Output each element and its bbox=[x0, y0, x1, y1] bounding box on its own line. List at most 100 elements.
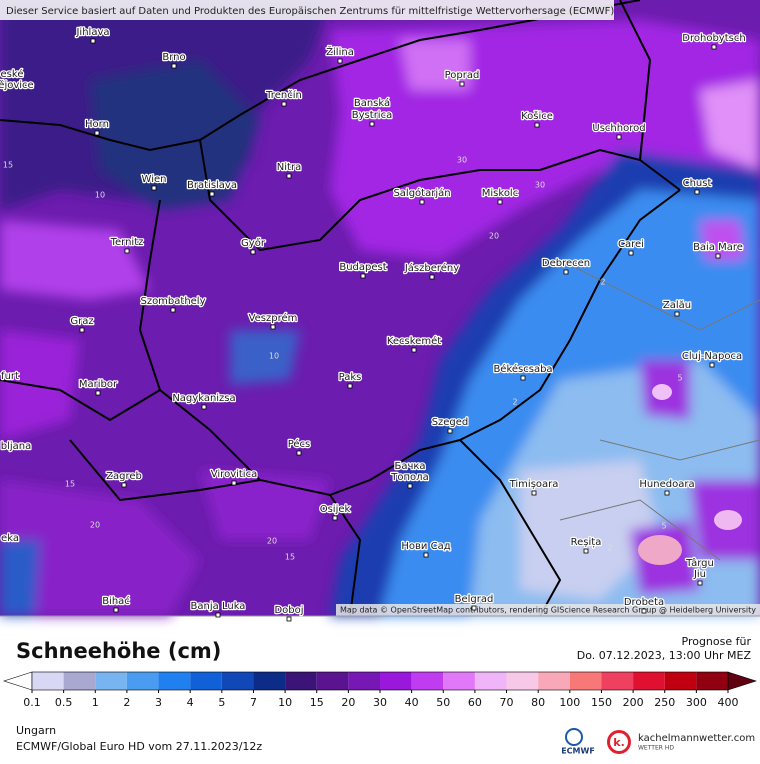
city-marker bbox=[711, 44, 717, 50]
city-label: Paks bbox=[339, 372, 362, 383]
contour-label: 2 bbox=[607, 544, 612, 553]
contour-label: 15 bbox=[3, 161, 13, 170]
colorbar-tick-label: 40 bbox=[405, 696, 419, 709]
city-label: Drobeta bbox=[624, 597, 664, 608]
colorbar-tick-label: 300 bbox=[686, 696, 707, 709]
colorbar-tick-label: 80 bbox=[531, 696, 545, 709]
forecast-time: Do. 07.12.2023, 13:00 Uhr MEZ bbox=[577, 649, 752, 662]
colorbar-swatch bbox=[633, 672, 665, 690]
city-marker bbox=[534, 122, 540, 128]
contour-label: 30 bbox=[457, 156, 467, 165]
colorbar-swatch bbox=[664, 672, 697, 690]
city-marker bbox=[95, 390, 101, 396]
city-marker bbox=[447, 428, 453, 434]
colorbar-tick-label: 70 bbox=[500, 696, 514, 709]
city-marker bbox=[411, 347, 417, 353]
city-marker bbox=[419, 199, 425, 205]
city-marker bbox=[697, 580, 703, 586]
city-marker bbox=[520, 375, 526, 381]
kachelmann-site: kachelmannwetter.com bbox=[638, 733, 755, 744]
city-label: Graz bbox=[70, 316, 93, 327]
city-label: Bihać bbox=[102, 595, 130, 607]
city-marker bbox=[583, 548, 589, 554]
contour-label: 2 bbox=[600, 278, 605, 287]
city-label: Târgu bbox=[685, 557, 714, 569]
city-label: Budapest bbox=[339, 262, 386, 273]
city-label: Uschhorod bbox=[592, 123, 645, 134]
colorbar-swatch bbox=[158, 672, 191, 690]
city-marker bbox=[121, 482, 127, 488]
city-label: Jiu bbox=[693, 569, 706, 580]
city-label: Drohobytsch bbox=[682, 33, 745, 44]
city-label: bljana bbox=[1, 441, 32, 452]
city-label: Baia Mare bbox=[693, 242, 743, 253]
city-label: Veszprém bbox=[249, 312, 298, 324]
city-marker bbox=[296, 450, 302, 456]
contour-label: 15 bbox=[65, 480, 75, 489]
colorbar-tick-label: 10 bbox=[278, 696, 292, 709]
city-marker bbox=[209, 191, 215, 197]
city-label: Carei bbox=[618, 239, 644, 250]
city-label: Doboj bbox=[274, 605, 303, 616]
colorbar-tick-label: 400 bbox=[718, 696, 739, 709]
city-marker bbox=[360, 273, 366, 279]
colorbar-swatch bbox=[411, 672, 444, 690]
colorbar-swatch bbox=[696, 672, 728, 690]
city-marker bbox=[124, 248, 130, 254]
city-layer: Jihlava Brno Žilina Poprad Drohobytsch Trenčí… bbox=[0, 26, 747, 622]
contour-label: 2 bbox=[512, 398, 517, 407]
city-marker bbox=[281, 101, 287, 107]
region: Ungarn bbox=[16, 724, 56, 737]
colorbar-tick-label: 7 bbox=[250, 696, 257, 709]
city-marker bbox=[270, 324, 276, 330]
city-marker bbox=[628, 250, 634, 256]
city-marker bbox=[332, 515, 338, 521]
city-marker bbox=[171, 63, 177, 69]
city-label: Poprad bbox=[445, 70, 480, 81]
contour-label: 15 bbox=[285, 553, 295, 562]
city-marker bbox=[563, 269, 569, 275]
city-label: Győr bbox=[241, 237, 266, 249]
map-background bbox=[0, 0, 760, 617]
svg-text:k.: k. bbox=[613, 736, 625, 749]
colorbar-tick-label: 30 bbox=[373, 696, 387, 709]
city-marker bbox=[694, 189, 700, 195]
colorbar-swatch bbox=[506, 672, 539, 690]
city-label: Cluj-Napoca bbox=[682, 351, 742, 362]
city-label: Kecskemét bbox=[387, 335, 441, 347]
model-run: ECMWF/Global Euro HD vom 27.11.2023/12z bbox=[16, 740, 262, 753]
city-marker bbox=[407, 483, 413, 489]
colorbar-over bbox=[727, 671, 757, 691]
city-marker bbox=[674, 311, 680, 317]
city-label: Wien bbox=[142, 174, 167, 185]
colorbar-tick-label: 5 bbox=[218, 696, 225, 709]
colorbar-tick-label: 60 bbox=[468, 696, 482, 709]
city-label: Bratislava bbox=[187, 180, 237, 191]
city-label: Košice bbox=[521, 110, 553, 122]
city-marker bbox=[459, 81, 465, 87]
colorbar-swatch bbox=[126, 672, 159, 690]
city-label: Békéscsaba bbox=[493, 363, 552, 375]
city-marker bbox=[215, 612, 221, 618]
city-label: Horn bbox=[85, 119, 109, 130]
city-marker bbox=[641, 608, 647, 614]
city-label: Jászberény bbox=[404, 262, 459, 274]
service-note: Dieser Service basiert auf Daten und Pro… bbox=[6, 6, 614, 17]
city-label: Reșița bbox=[571, 537, 602, 548]
city-label: Chust bbox=[683, 178, 712, 189]
city-label: Zalău bbox=[663, 300, 691, 311]
city-marker bbox=[201, 404, 207, 410]
colorbar-swatch bbox=[348, 672, 380, 690]
city-marker bbox=[429, 274, 435, 280]
city-label: Zagreb bbox=[106, 471, 142, 482]
city-label: Žilina bbox=[326, 45, 354, 58]
city-label: Osijek bbox=[320, 504, 351, 515]
city-label: Nitra bbox=[277, 162, 301, 173]
city-marker bbox=[250, 249, 256, 255]
colorbar-swatch bbox=[601, 672, 634, 690]
city-marker bbox=[347, 383, 353, 389]
city-marker bbox=[286, 173, 292, 179]
city-label: Нови Сад bbox=[401, 541, 450, 552]
city-label: Maribor bbox=[79, 379, 118, 390]
